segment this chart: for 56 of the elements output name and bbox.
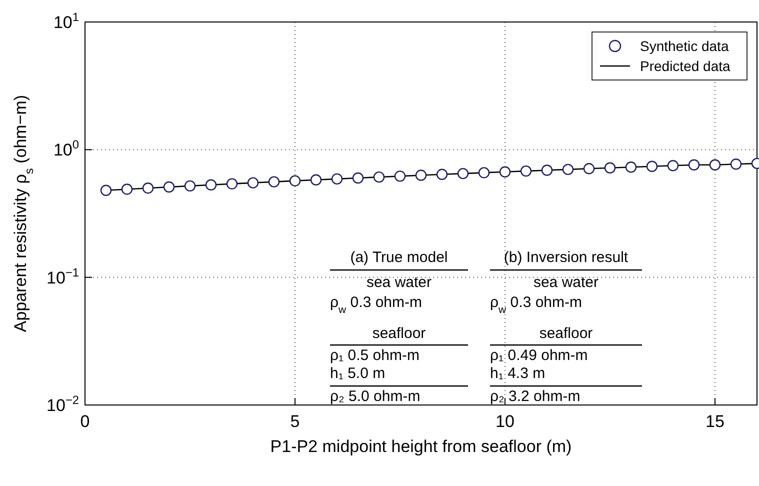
point (730, 158, 742, 170)
point (226, 178, 238, 190)
point (709, 159, 721, 170)
y-tick-label: 10$^{0}$ (53, 138, 80, 160)
legend-label: Synthetic data (640, 38, 729, 54)
point (121, 184, 133, 195)
point (394, 170, 406, 182)
point (562, 164, 574, 176)
point (163, 181, 175, 193)
point (457, 168, 469, 180)
annotation: sea water (533, 274, 599, 291)
x-tick-label: 0 (80, 412, 90, 431)
legend-label: Predicted data (640, 58, 730, 74)
annotation: ρ₂ 5.0 ohm-m (330, 388, 420, 405)
annotation: (a) True model (350, 249, 448, 266)
point (667, 160, 679, 172)
annotation: seafloor (539, 325, 593, 342)
annotation: ρ₁ 0.5 ohm-m (330, 347, 420, 364)
point (268, 176, 280, 188)
annotation: ρ$_{w}$ 0.3 ohm-m (330, 294, 422, 316)
point (352, 172, 364, 184)
point (100, 184, 112, 196)
point (310, 174, 322, 186)
y-tick-label: 10$^{−1}$ (46, 265, 80, 288)
point (520, 165, 532, 177)
point (289, 175, 301, 186)
point (184, 180, 196, 192)
y-tick-label: 10$^{1}$ (53, 10, 80, 32)
point (373, 171, 385, 183)
x-axis-title: P1-P2 midpoint height from seafloor (m) (270, 437, 572, 456)
x-tick-label: 10 (496, 412, 514, 431)
point (436, 168, 448, 180)
annotation: seafloor (372, 325, 426, 342)
annotation: ρ₁ 0.49 ohm-m (490, 347, 588, 364)
x-tick-label: 15 (706, 412, 724, 431)
annotation: sea water (366, 274, 432, 291)
point (541, 164, 553, 176)
annotation: h₁ 5.0 m (330, 365, 386, 382)
y-tick-label: 10$^{−2}$ (46, 393, 80, 415)
point (478, 167, 490, 178)
point (604, 162, 616, 174)
point (688, 159, 700, 170)
point (415, 170, 427, 181)
annotation: ρ₂ 3.2 ohm-m (490, 388, 580, 405)
point (205, 179, 217, 190)
x-tick-label: 5 (290, 412, 300, 431)
annotation: ρ$_{w}$ 0.3 ohm-m (490, 294, 582, 316)
point (142, 182, 154, 194)
annotation: h₁ 4.3 m (490, 365, 546, 382)
point (331, 173, 343, 185)
annotation: (b) Inversion result (504, 249, 629, 266)
point (646, 160, 658, 172)
point (583, 163, 595, 174)
point (247, 177, 259, 188)
point (625, 162, 637, 173)
point (499, 166, 511, 178)
